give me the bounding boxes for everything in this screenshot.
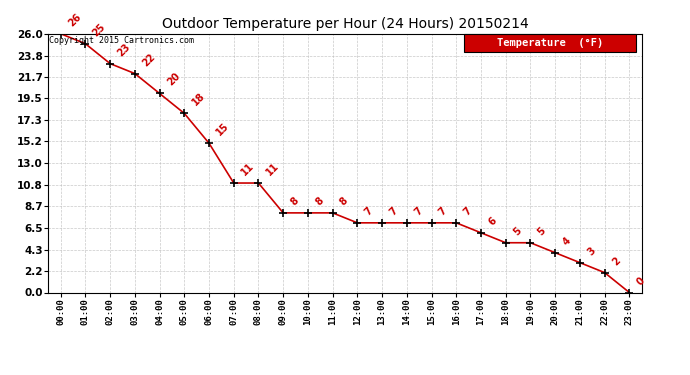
Text: 20: 20 <box>165 71 181 88</box>
Text: 25: 25 <box>91 21 108 38</box>
Text: 11: 11 <box>239 161 256 177</box>
Title: Outdoor Temperature per Hour (24 Hours) 20150214: Outdoor Temperature per Hour (24 Hours) … <box>161 17 529 31</box>
Text: 8: 8 <box>288 195 301 207</box>
Text: 2: 2 <box>610 255 622 267</box>
Text: 18: 18 <box>190 91 206 108</box>
Text: 8: 8 <box>313 195 326 207</box>
Text: 15: 15 <box>215 121 231 138</box>
Text: 5: 5 <box>536 225 548 237</box>
Text: 7: 7 <box>437 206 449 217</box>
Text: 7: 7 <box>462 206 473 217</box>
Text: 0: 0 <box>635 275 647 287</box>
Text: 5: 5 <box>511 225 523 237</box>
Text: 7: 7 <box>388 206 400 217</box>
Text: Copyright 2015 Cartronics.com: Copyright 2015 Cartronics.com <box>49 36 194 45</box>
Text: 22: 22 <box>140 51 157 68</box>
Text: 23: 23 <box>116 41 132 58</box>
Text: 26: 26 <box>66 12 83 28</box>
Text: 4: 4 <box>561 235 573 247</box>
Text: 6: 6 <box>486 215 498 227</box>
Text: 7: 7 <box>363 206 375 217</box>
Text: 3: 3 <box>585 245 598 257</box>
Text: 11: 11 <box>264 161 281 177</box>
Text: 8: 8 <box>338 195 350 207</box>
Text: 7: 7 <box>413 206 424 217</box>
